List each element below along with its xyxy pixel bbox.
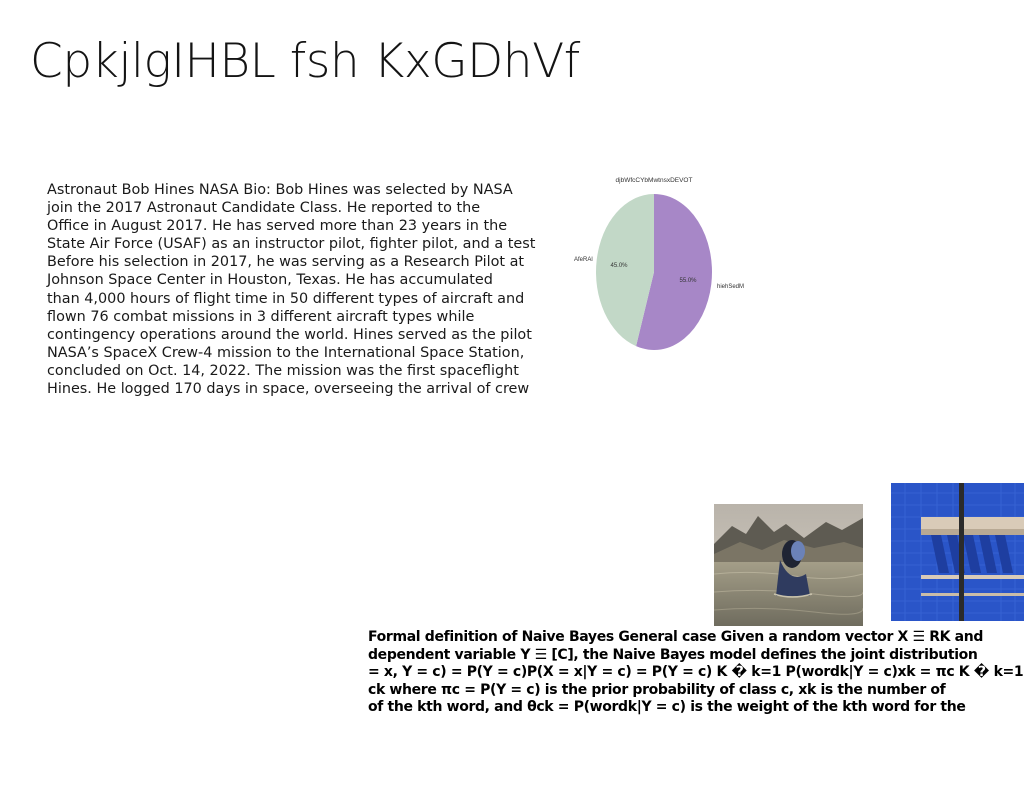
bayes-line: ck where πc = P(Y = c) is the prior prob… <box>368 681 946 698</box>
bio-line: flown 76 combat missions in 3 different … <box>47 308 475 325</box>
bio-line: concluded on Oct. 14, 2022. The mission … <box>47 362 519 379</box>
bio-line: State Air Force (USAF) as an instructor … <box>47 236 536 253</box>
chart-title: djbWfcCYbMwtnsxDEVOT <box>616 177 693 184</box>
slice-label-afe: AfeRAl <box>574 257 593 263</box>
woman-in-water-photo <box>714 504 863 626</box>
woman-in-water-image <box>714 504 863 626</box>
bayes-line: of the kth word, and θck = P(wordk|Y = c… <box>368 699 966 716</box>
bio-line: join the 2017 Astronaut Candidate Class.… <box>47 200 481 217</box>
bio-line: Office in August 2017. He has served mor… <box>47 218 508 235</box>
slice-label-hieh: hiehSedM <box>717 284 744 290</box>
bio-line: Astronaut Bob Hines NASA Bio: Bob Hines … <box>47 182 513 198</box>
bayes-line: dependent variable Y ☰ [C], the Naive Ba… <box>368 646 978 663</box>
pie-slice-aferal <box>596 194 654 347</box>
bayes-line: Formal definition of Naive Bayes General… <box>368 629 984 645</box>
bayes-line: = x, Y = c) = P(Y = c)P(X = x|Y = c) = P… <box>368 664 1024 681</box>
pie-slices <box>596 194 712 350</box>
blue-building-image <box>891 483 1024 621</box>
bio-line: Before his selection in 2017, he was ser… <box>47 254 525 271</box>
bio-line: Johnson Space Center in Houston, Texas. … <box>47 272 493 289</box>
pie-slice-hiehsedm <box>636 194 712 350</box>
pie-chart: djbWfcCYbMwtnsxDEVOT AfeRAl 45.0% hiehSe… <box>574 177 744 350</box>
naive-bayes-text-block: Formal definition of Naive Bayes General… <box>368 629 1024 717</box>
bio-line: contingency operations around the world.… <box>47 326 532 343</box>
slice-pct-afe: 45.0% <box>610 263 628 269</box>
blue-building-photo <box>891 483 1024 621</box>
slice-pct-hieh: 55.0% <box>679 278 697 284</box>
bio-line: than 4,000 hours of flight time in 50 di… <box>47 290 525 307</box>
bio-text-block: Astronaut Bob Hines NASA Bio: Bob Hines … <box>47 181 537 398</box>
bio-line: Hines. He logged 170 days in space, over… <box>47 381 530 398</box>
page-title: CpkjlgIHBL fsh KxGDhVf <box>30 34 580 89</box>
bio-line: NASA’s SpaceX Crew-4 mission to the Inte… <box>47 344 525 361</box>
